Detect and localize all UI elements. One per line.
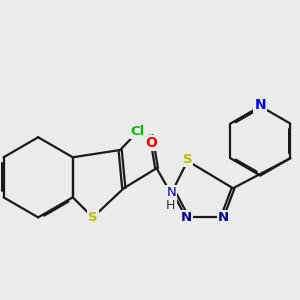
Text: S: S [183, 153, 192, 166]
Text: Cl: Cl [130, 125, 145, 138]
Text: N: N [218, 211, 229, 224]
Text: S: S [88, 211, 98, 224]
Text: N: N [181, 211, 192, 224]
Text: N: N [166, 186, 176, 199]
Text: H: H [166, 200, 176, 212]
Text: N: N [255, 98, 266, 112]
Text: O: O [145, 136, 157, 150]
